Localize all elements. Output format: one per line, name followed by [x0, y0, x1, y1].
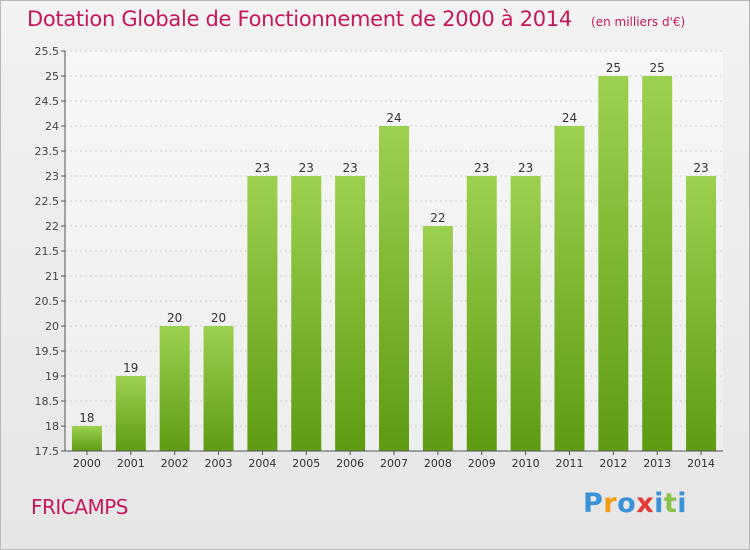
bar-value-label: 23 [518, 161, 533, 175]
bar [554, 126, 585, 451]
bar-value-label: 23 [299, 161, 314, 175]
y-tick-label: 18.5 [35, 395, 60, 408]
bar [71, 426, 102, 451]
bar-value-label: 22 [430, 211, 445, 225]
bar-value-label: 20 [167, 311, 182, 325]
y-tick-label: 25.5 [35, 45, 60, 58]
bar [379, 126, 409, 451]
y-tick-label: 17.5 [35, 445, 60, 458]
proxiti-logo[interactable]: Proxiti [583, 488, 687, 519]
x-tick-label: 2008 [424, 457, 452, 470]
x-tick-label: 2004 [248, 457, 276, 470]
y-tick-label: 20 [45, 320, 59, 333]
x-tick-label: 2002 [161, 457, 189, 470]
bar [510, 176, 541, 451]
bar [203, 326, 234, 451]
bar-value-label: 23 [342, 161, 357, 175]
bar-value-label: 20 [211, 311, 226, 325]
bar-value-label: 24 [386, 111, 401, 125]
bar [642, 76, 673, 451]
logo-letter: P [583, 488, 604, 519]
x-tick-label: 2001 [117, 457, 145, 470]
bar-value-label: 25 [650, 61, 665, 75]
title-row: Dotation Globale de Fonctionnement de 20… [27, 7, 685, 31]
x-tick-label: 2003 [205, 457, 233, 470]
y-tick-label: 21 [45, 270, 59, 283]
bar [291, 176, 322, 451]
bar-value-label: 23 [693, 161, 708, 175]
bar [115, 376, 146, 451]
bar-value-label: 19 [123, 361, 138, 375]
y-tick-label: 22.5 [35, 195, 60, 208]
bar [247, 176, 278, 451]
bar [466, 176, 497, 451]
y-tick-label: 20.5 [35, 295, 60, 308]
y-tick-label: 22 [45, 220, 59, 233]
y-tick-label: 19.5 [35, 345, 60, 358]
bar [335, 176, 366, 451]
x-tick-label: 2007 [380, 457, 408, 470]
logo-letter: t [663, 488, 678, 519]
bar [598, 76, 629, 451]
y-tick-label: 23.5 [35, 145, 60, 158]
x-tick-label: 2009 [468, 457, 496, 470]
commune-name: FRICAMPS [31, 495, 128, 519]
x-tick-label: 2006 [336, 457, 364, 470]
bar-value-label: 23 [474, 161, 489, 175]
logo-letter: i [677, 488, 688, 519]
x-tick-label: 2011 [555, 457, 583, 470]
chart-subtitle: (en milliers d'€) [591, 15, 686, 29]
logo-letter: i [654, 488, 664, 519]
y-tick-label: 25 [45, 70, 59, 83]
logo-letter: r [603, 488, 618, 519]
x-tick-label: 2000 [73, 457, 101, 470]
x-tick-label: 2005 [292, 457, 320, 470]
y-tick-label: 23 [45, 170, 59, 183]
bar [686, 176, 717, 451]
x-tick-label: 2013 [643, 457, 671, 470]
bar-value-label: 24 [562, 111, 577, 125]
chart-title: Dotation Globale de Fonctionnement de 20… [27, 7, 572, 31]
bar-value-label: 25 [606, 61, 621, 75]
y-tick-label: 24.5 [35, 95, 60, 108]
bar-value-label: 18 [79, 411, 94, 425]
y-tick-label: 18 [45, 420, 59, 433]
y-tick-label: 24 [45, 120, 59, 133]
x-tick-label: 2012 [599, 457, 627, 470]
logo-letter: o [617, 488, 637, 519]
logo-letter: x [636, 488, 655, 519]
y-tick-label: 19 [45, 370, 59, 383]
y-tick-label: 21.5 [35, 245, 60, 258]
bar-value-label: 23 [255, 161, 270, 175]
bar [422, 226, 453, 451]
x-tick-label: 2014 [687, 457, 715, 470]
x-tick-label: 2010 [512, 457, 540, 470]
bar [159, 326, 190, 451]
